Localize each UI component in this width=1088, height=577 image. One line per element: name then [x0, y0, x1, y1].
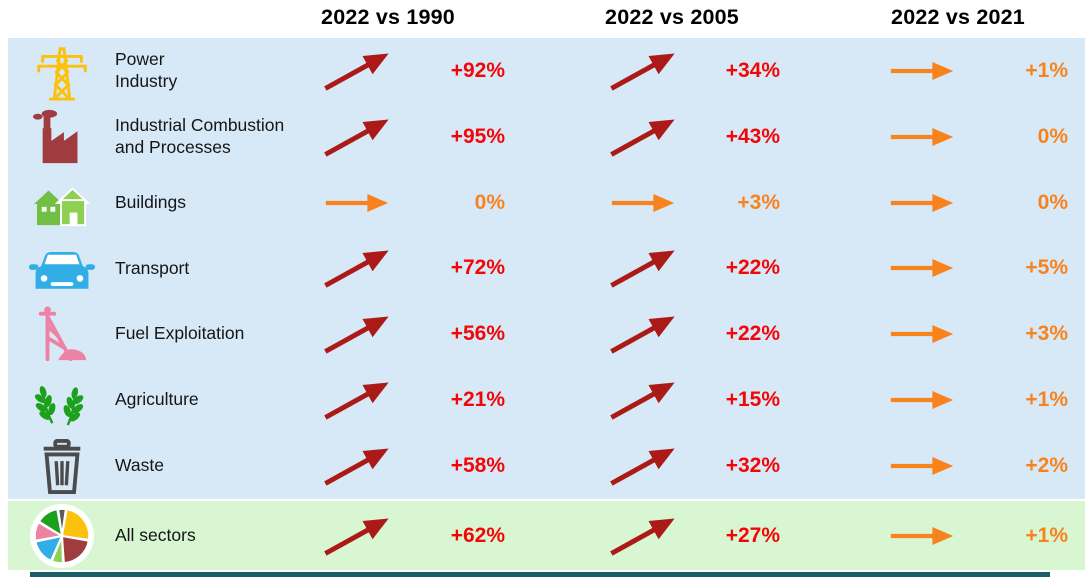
column-header-2005: 2022 vs 2005 [605, 5, 739, 29]
trend-arrow [884, 518, 960, 554]
table-row-power-industry: Power Industry +92% +34% +1% [8, 38, 1085, 104]
trend-arrow [601, 382, 685, 420]
change-value: +92% [450, 58, 505, 82]
table-row-industrial-combustion: Industrial Combustion and Processes +95%… [8, 104, 1085, 170]
trend-arrow [601, 185, 685, 221]
buildings-icon [8, 177, 115, 229]
trend-arrow [884, 382, 960, 418]
sector-table: Power Industry +92% +34% +1% [8, 38, 1085, 499]
mining-headframe-icon [8, 305, 115, 363]
change-value: +3% [737, 190, 780, 214]
trend-arrow [313, 250, 401, 289]
trend-arrow [313, 517, 401, 556]
trend-arrow [601, 53, 685, 91]
column-header-1990: 2022 vs 1990 [321, 5, 455, 29]
sector-label: Transport [115, 257, 190, 278]
change-value: +1% [1025, 388, 1068, 412]
change-value: +72% [450, 256, 505, 280]
trend-arrow [884, 185, 960, 221]
trend-arrow [313, 448, 401, 486]
change-value: +3% [1025, 322, 1068, 346]
trend-arrow [313, 53, 401, 91]
change-value: +22% [725, 322, 780, 346]
change-value: +2% [1025, 453, 1068, 477]
table-row-buildings: Buildings 0% +3% 0% [8, 170, 1085, 236]
sector-label: Fuel Exploitation [115, 323, 245, 344]
trend-arrow [884, 53, 960, 89]
table-row-waste: Waste +58% +32% +2% [8, 433, 1085, 499]
change-value: +56% [450, 322, 505, 346]
trend-arrow [884, 250, 960, 286]
change-value: +34% [725, 58, 780, 82]
waste-bin-icon [8, 436, 115, 496]
trend-arrow [601, 316, 685, 354]
change-value: +62% [450, 523, 505, 547]
power-industry-icon [8, 40, 115, 102]
change-value: +21% [450, 388, 505, 412]
change-value: +1% [1025, 58, 1068, 82]
trend-arrow [313, 382, 401, 420]
trend-arrow [601, 448, 685, 486]
change-value: +22% [725, 256, 780, 280]
sector-label: Power Industry [115, 49, 178, 91]
change-value: +15% [725, 388, 780, 412]
change-value: +95% [450, 124, 505, 148]
trend-arrow [601, 517, 685, 556]
change-value: +1% [1025, 523, 1068, 547]
change-value: +58% [450, 453, 505, 477]
transport-car-icon [8, 243, 115, 293]
trend-arrow [601, 119, 685, 157]
trend-arrow [884, 316, 960, 352]
factory-icon [8, 107, 115, 167]
table-row-fuel-exploitation: Fuel Exploitation +56% +22% +3% [8, 301, 1085, 367]
all-sectors-pie-icon [8, 503, 115, 569]
sector-label: All sectors [115, 524, 196, 545]
trend-arrow [601, 250, 685, 289]
change-value: 0% [1037, 124, 1068, 148]
sector-label: Agriculture [115, 389, 199, 410]
table-row-transport: Transport +72% +22% +5% [8, 236, 1085, 302]
change-value: 0% [474, 190, 505, 214]
sector-label: Waste [115, 455, 164, 476]
change-value: +5% [1025, 256, 1068, 280]
trend-arrow [313, 185, 401, 221]
trend-arrow [313, 316, 401, 354]
change-value: 0% [1037, 190, 1068, 214]
change-value: +43% [725, 124, 780, 148]
trend-arrow [884, 119, 960, 155]
sector-label: Buildings [115, 191, 187, 212]
agriculture-wheat-icon [8, 373, 115, 427]
trend-arrow [884, 448, 960, 484]
all-sectors-row: All sectors +62% +27% +1% [8, 501, 1085, 570]
trend-arrow [313, 119, 401, 157]
table-row-agriculture: Agriculture +21% +15% +1% [8, 367, 1085, 433]
footer-bar [30, 572, 1050, 577]
sector-label: Industrial Combustion and Processes [115, 114, 285, 157]
change-value: +32% [725, 453, 780, 477]
column-header-2021: 2022 vs 2021 [891, 5, 1025, 29]
change-value: +27% [725, 523, 780, 547]
